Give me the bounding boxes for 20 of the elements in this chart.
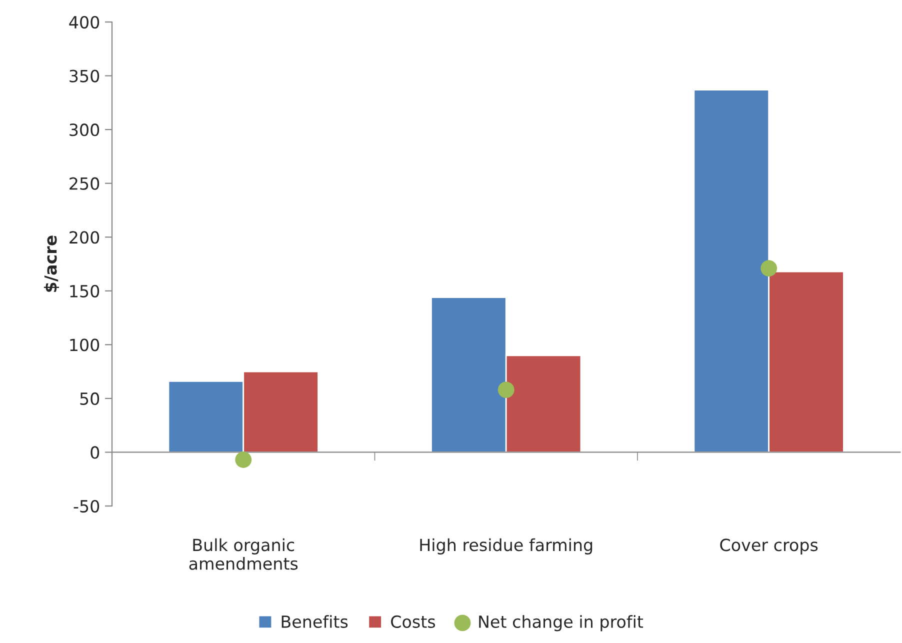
y-tick-label: 350 — [70, 70, 100, 82]
point — [498, 382, 514, 398]
y-tick-label: 50 — [80, 392, 100, 406]
y-tick-label: 200 — [70, 231, 100, 244]
point — [760, 260, 778, 277]
legend-label: Costs — [391, 615, 436, 628]
y-tick-label: 300 — [70, 124, 100, 136]
legend-label: Net change in profit — [479, 615, 644, 632]
y-axis-title: $/acre — [44, 236, 60, 292]
point — [235, 452, 252, 468]
x-tick-label: High residue farming — [420, 538, 592, 554]
y-tick-label: 400 — [69, 16, 100, 29]
y-tick-label: 150 — [70, 284, 100, 298]
y-tick-label: 250 — [70, 177, 100, 190]
y-tick-label: -50 — [74, 500, 100, 513]
legend-label: Benefits — [282, 615, 348, 628]
y-tick-label: 100 — [70, 338, 100, 352]
x-tick-label: Bulk organic amendments — [189, 538, 298, 570]
y-tick-label: 0 — [90, 446, 100, 459]
x-tick-label: Cover crops — [720, 538, 818, 554]
